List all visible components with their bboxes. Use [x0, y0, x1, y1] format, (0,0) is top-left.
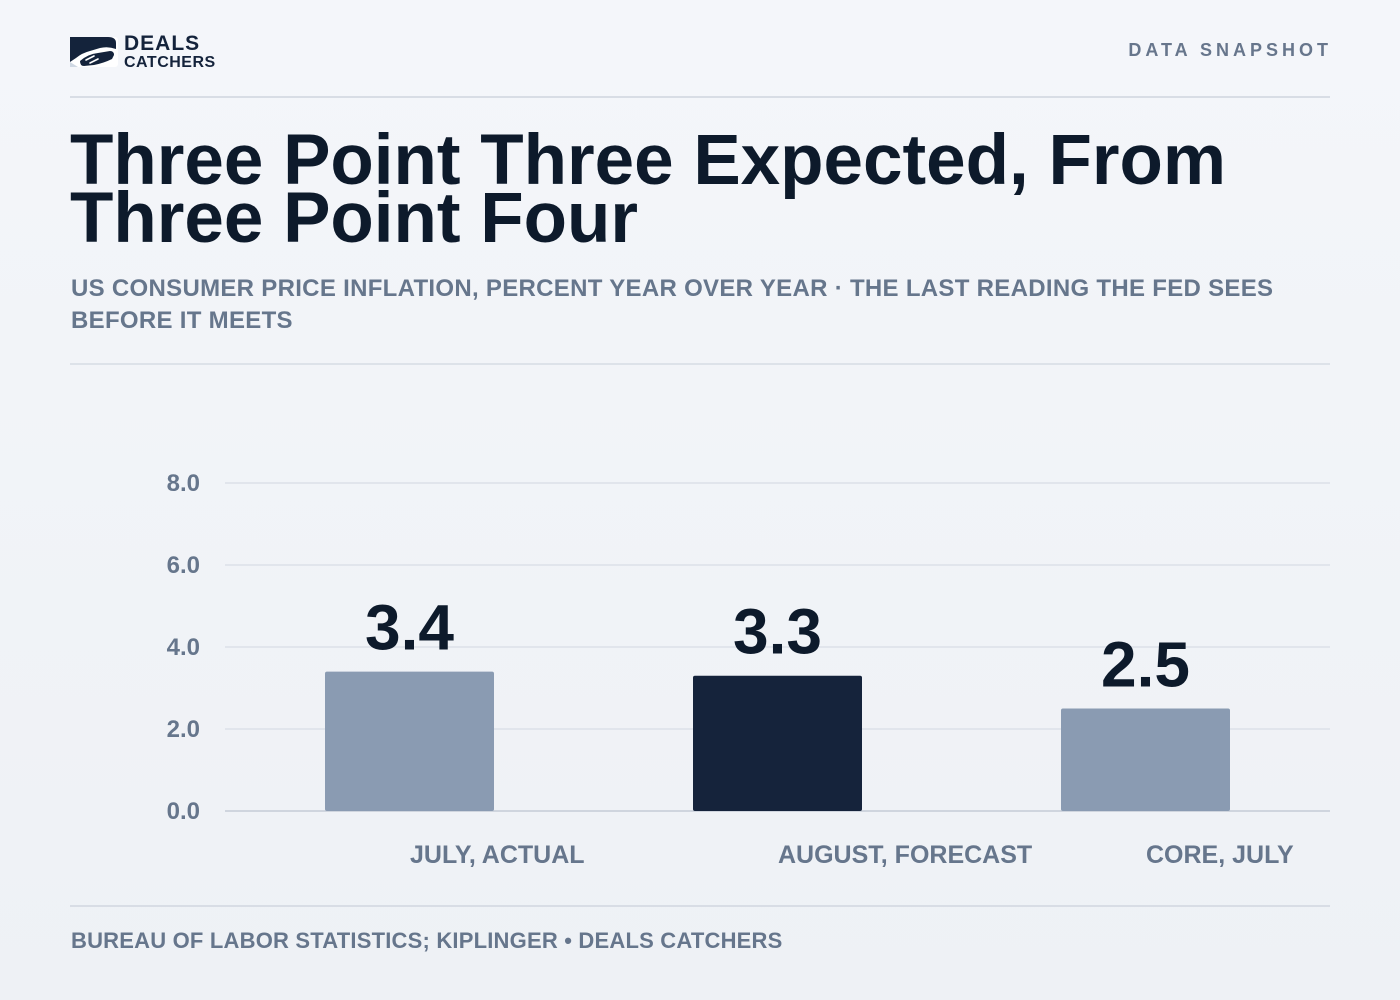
- brand-name-line1: DEALS: [124, 32, 201, 55]
- chart-title: Three Point Three Expected, From Three P…: [70, 121, 1226, 258]
- y-tick-label: 6.0: [167, 552, 200, 579]
- x-category-label: AUGUST, FORECAST: [778, 841, 1032, 869]
- bar-value-label: 2.5: [1101, 629, 1190, 701]
- bar-value-label: 3.3: [733, 596, 822, 668]
- divider: [70, 363, 1330, 365]
- y-tick-label: 0.0: [167, 798, 200, 825]
- bars: [325, 671, 1230, 811]
- bar: [1061, 708, 1230, 811]
- y-axis-tick-labels: 0.0 2.0 4.0 6.0 8.0: [167, 470, 200, 825]
- header: DEALS CATCHERS DATA SNAPSHOT: [70, 30, 1330, 98]
- handshake-logo-icon: [70, 37, 118, 67]
- divider-footer: [70, 905, 1330, 907]
- chart-subtitle: US CONSUMER PRICE INFLATION, PERCENT YEA…: [71, 275, 1274, 334]
- bar-value-label: 3.4: [365, 592, 454, 664]
- y-tick-label: 4.0: [167, 634, 200, 661]
- source-note: BUREAU OF LABOR STATISTICS; KIPLINGER • …: [71, 928, 783, 953]
- brand-logo[interactable]: DEALS CATCHERS: [70, 32, 216, 72]
- y-tick-label: 8.0: [167, 470, 200, 497]
- brand-name-line2: CATCHERS: [124, 54, 216, 71]
- bar: [325, 671, 494, 811]
- value-labels: 3.4 3.3 2.5: [365, 592, 1190, 701]
- x-category-label: CORE, JULY: [1146, 841, 1294, 869]
- y-tick-label: 2.0: [167, 716, 200, 743]
- bar-highlighted: [693, 675, 862, 811]
- x-category-label: JULY, ACTUAL: [410, 841, 585, 869]
- x-axis-category-labels: JULY, ACTUAL AUGUST, FORECAST CORE, JULY: [410, 841, 1294, 869]
- section-kicker: DATA SNAPSHOT: [1128, 40, 1332, 60]
